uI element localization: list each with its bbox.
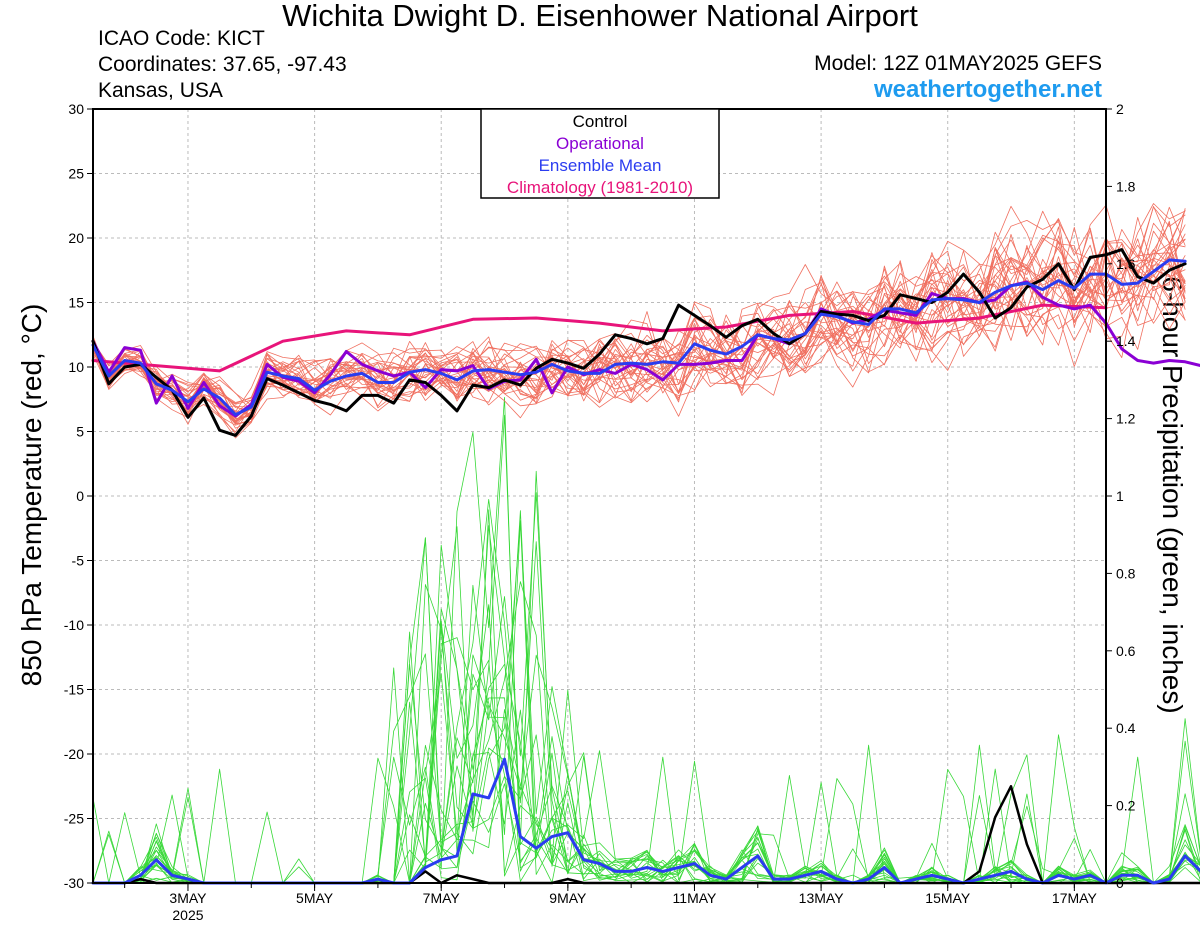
y-right-tick-label: 0.8 (1116, 565, 1136, 581)
precip-member-line (92, 584, 1200, 884)
x-tick-label: 15MAY (925, 890, 971, 906)
y-right-tick-label: 2 (1116, 101, 1124, 117)
y-left-tick-label: -10 (64, 617, 84, 633)
precip-member-line (92, 709, 1200, 884)
y-right-tick-label: 1.6 (1116, 256, 1136, 272)
temp-mean-line (91, 258, 1187, 417)
temp-member-line (92, 239, 1186, 435)
icao-code: ICAO Code: KICT (98, 27, 265, 50)
precip-member-line (92, 697, 1200, 884)
y-left-tick-label: -15 (64, 682, 84, 698)
precip-member-line (92, 525, 1200, 884)
y-right-tick-label: 1.8 (1116, 178, 1136, 194)
x-tick-label: 3MAY (169, 890, 207, 906)
y-left-tick-label: 15 (68, 295, 84, 311)
y-right-tick-label: 0.2 (1116, 798, 1136, 814)
x-tick-year-label: 2025 (172, 907, 203, 923)
temp-member-line (92, 231, 1186, 417)
x-tick-label: 5MAY (296, 890, 334, 906)
y-left-tick-label: 10 (68, 359, 84, 375)
precip-member-line (92, 520, 1200, 884)
temp-member-line (92, 238, 1186, 426)
location: Kansas, USA (98, 79, 223, 102)
y-left-tick-label: -30 (64, 875, 84, 891)
precip-member-line (92, 498, 1200, 884)
legend-entry: Ensemble Mean (539, 156, 662, 175)
precip-member-line (92, 584, 1200, 884)
y-left-tick-label: 20 (68, 230, 84, 246)
y-right-tick-label: 1.2 (1116, 411, 1136, 427)
y-left-tick-label: -20 (64, 746, 84, 762)
temp-member-line (92, 219, 1186, 423)
precip-member-line (92, 520, 1200, 884)
precip-member-line (92, 492, 1200, 884)
legend: Control Operational Ensemble Mean Climatolo… (480, 108, 720, 199)
precip-member-line (92, 537, 1200, 884)
legend-box (480, 108, 720, 199)
site-link[interactable]: weathertogether.net (873, 76, 1102, 103)
precip-member-line (92, 709, 1200, 884)
temp-member-line (92, 237, 1186, 420)
y-left-tick-label: 30 (68, 101, 84, 117)
temp-member-line (92, 210, 1186, 422)
legend-entry: Control (573, 112, 628, 131)
y-right-tick-label: 1.4 (1116, 333, 1136, 349)
gridlines (93, 109, 1106, 883)
x-tick-label: 13MAY (799, 890, 845, 906)
x-tick-label: 11MAY (673, 890, 717, 906)
y-right-tick-label: 0.6 (1116, 643, 1136, 659)
y-left-tick-label: 25 (68, 166, 84, 182)
y-right-tick-label: 1 (1116, 488, 1124, 504)
precip-member-line (92, 604, 1200, 884)
x-tick-label: 17MAY (1052, 890, 1098, 906)
legend-entry: Operational (556, 134, 644, 153)
temp-member-line (92, 229, 1186, 406)
y-left-tick-label: 5 (76, 424, 84, 440)
y-right-tick-label: 0 (1116, 875, 1124, 891)
temp-member-line (92, 203, 1186, 411)
precip-member-line (92, 526, 1200, 884)
temp-control-line (91, 248, 1187, 437)
legend-entry: Climatology (1981-2010) (507, 178, 693, 197)
model-run: Model: 12Z 01MAY2025 GEFS (814, 52, 1102, 75)
precip-member-line (92, 470, 1200, 884)
station-info: ICAO Code: KICT Coordinates: 37.65, -97.… (98, 26, 347, 104)
x-tick-label: 7MAY (423, 890, 461, 906)
precip-member-line (92, 608, 1200, 884)
precip-member-line (92, 510, 1200, 884)
climatology-line (91, 303, 1108, 373)
y-right-tick-label: 0.4 (1116, 720, 1136, 736)
temp-member-line (92, 240, 1186, 416)
temp-member-line (92, 235, 1186, 412)
coordinates: Coordinates: 37.65, -97.43 (98, 53, 347, 76)
y-left-tick-label: -5 (72, 553, 85, 569)
y-left-tick-label: 0 (76, 488, 84, 504)
y-left-tick-label: -25 (64, 811, 84, 827)
x-tick-label: 9MAY (549, 890, 587, 906)
temp-member-line (92, 216, 1186, 425)
chart-title: Wichita Dwight D. Eisenhower National Ai… (282, 0, 918, 33)
